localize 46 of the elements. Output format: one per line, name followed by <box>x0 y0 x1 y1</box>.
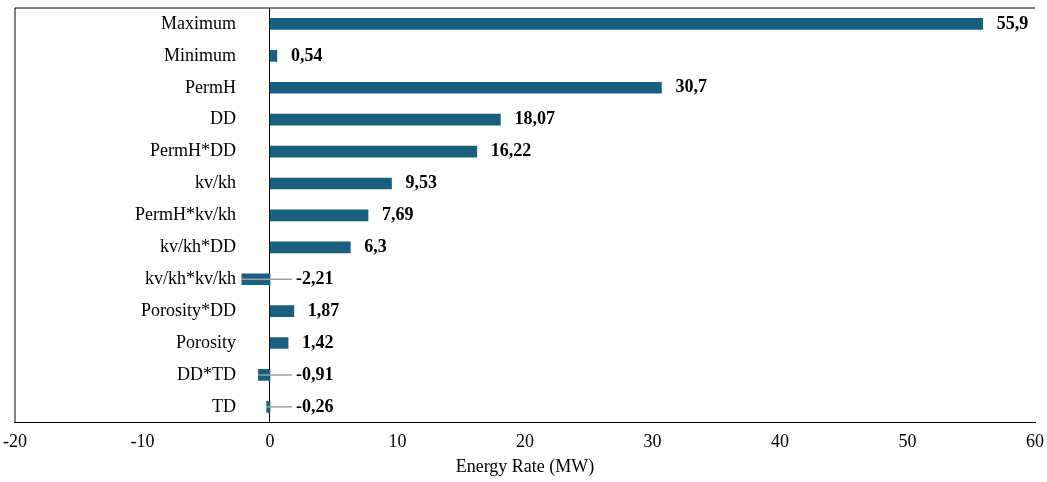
x-tick-label: -20 <box>3 431 27 452</box>
bar <box>269 113 501 126</box>
x-tick-label: 40 <box>771 431 789 452</box>
data-label: -0,26 <box>296 395 334 416</box>
data-label: 7,69 <box>382 204 414 225</box>
y-tick-label: PermH*kv/kh <box>135 204 236 225</box>
data-label: -0,91 <box>296 363 334 384</box>
data-label: 18,07 <box>514 108 555 129</box>
bar <box>269 241 351 254</box>
data-label: -2,21 <box>296 267 334 288</box>
y-tick-label: DD <box>210 108 236 129</box>
x-tick-label: 10 <box>388 431 407 452</box>
x-tick-label: 50 <box>898 431 917 452</box>
x-axis-title: Energy Rate (MW) <box>455 455 595 477</box>
bar <box>269 145 478 158</box>
y-tick-label: Maximum <box>161 12 236 33</box>
data-label: 0,54 <box>290 44 323 65</box>
data-label: 1,87 <box>307 299 340 320</box>
bar <box>269 337 289 349</box>
x-tick-label: 20 <box>516 431 534 452</box>
bar <box>269 81 662 94</box>
y-tick-label: kv/kh*DD <box>160 236 236 257</box>
y-tick-label: kv/kh*kv/kh <box>144 267 236 288</box>
x-tick-label: 60 <box>1026 431 1044 452</box>
bar <box>269 18 984 30</box>
y-tick-label: TD <box>212 395 236 416</box>
x-tick-label: 0 <box>265 431 275 452</box>
data-label: 30,7 <box>675 76 707 97</box>
bar <box>269 177 392 190</box>
y-tick-label: Porosity <box>175 331 236 352</box>
data-label: 55,9 <box>996 12 1029 33</box>
y-tick-label: PermH <box>185 76 236 97</box>
x-tick-label: -10 <box>130 431 155 452</box>
data-label: 6,3 <box>364 235 387 256</box>
bar <box>269 50 278 62</box>
y-tick-label: Minimum <box>163 44 236 65</box>
data-label: 16,22 <box>490 140 532 161</box>
data-label: 9,53 <box>405 172 438 193</box>
bar <box>269 305 295 317</box>
y-tick-label: Porosity*DD <box>140 299 236 320</box>
x-tick-label: 30 <box>643 431 662 452</box>
bar <box>269 209 369 222</box>
y-tick-label: PermH*DD <box>150 140 236 161</box>
y-tick-label: DD*TD <box>177 363 236 384</box>
data-label: 1,42 <box>302 331 334 352</box>
y-tick-label: kv/kh <box>194 172 236 193</box>
